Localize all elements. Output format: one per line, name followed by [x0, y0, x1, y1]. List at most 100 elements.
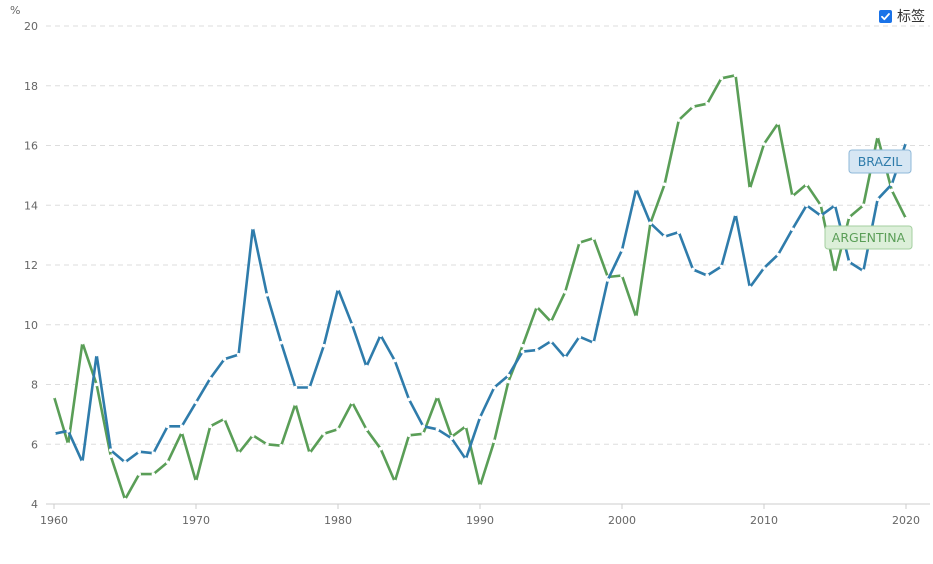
- data-point-brazil[interactable]: [506, 373, 511, 378]
- data-point-argentina[interactable]: [251, 433, 255, 438]
- data-point-argentina[interactable]: [790, 194, 795, 199]
- data-point-argentina[interactable]: [222, 417, 227, 421]
- data-point-brazil[interactable]: [776, 252, 780, 257]
- data-point-brazil[interactable]: [648, 221, 653, 225]
- data-point-brazil[interactable]: [109, 448, 113, 453]
- data-point-brazil[interactable]: [520, 349, 525, 354]
- data-point-brazil[interactable]: [677, 230, 681, 234]
- data-point-argentina[interactable]: [535, 305, 539, 309]
- data-point-brazil[interactable]: [535, 348, 539, 352]
- data-point-brazil[interactable]: [847, 260, 851, 264]
- data-point-brazil[interactable]: [904, 140, 908, 145]
- data-point-argentina[interactable]: [875, 134, 880, 139]
- data-point-argentina[interactable]: [577, 240, 582, 245]
- data-point-argentina[interactable]: [435, 394, 440, 399]
- data-point-brazil[interactable]: [691, 267, 695, 272]
- data-point-brazil[interactable]: [719, 264, 724, 269]
- data-point-brazil[interactable]: [790, 227, 795, 231]
- data-point-brazil[interactable]: [222, 357, 227, 361]
- data-point-argentina[interactable]: [819, 203, 823, 208]
- data-point-argentina[interactable]: [236, 451, 241, 456]
- data-point-brazil[interactable]: [165, 424, 170, 429]
- data-point-brazil[interactable]: [322, 343, 326, 348]
- data-point-brazil[interactable]: [364, 364, 369, 369]
- data-point-argentina[interactable]: [804, 182, 809, 187]
- data-point-brazil[interactable]: [478, 415, 482, 420]
- data-point-brazil[interactable]: [762, 266, 766, 270]
- data-point-brazil[interactable]: [449, 436, 454, 441]
- series-line-argentina[interactable]: [52, 74, 908, 501]
- data-point-brazil[interactable]: [492, 385, 497, 390]
- data-point-brazil[interactable]: [890, 182, 894, 187]
- data-point-brazil[interactable]: [591, 340, 596, 345]
- data-point-argentina[interactable]: [307, 451, 312, 456]
- data-point-argentina[interactable]: [421, 431, 426, 436]
- data-point-argentina[interactable]: [279, 443, 284, 448]
- data-point-argentina[interactable]: [393, 479, 397, 484]
- data-point-brazil[interactable]: [307, 385, 312, 390]
- data-point-brazil[interactable]: [194, 400, 198, 405]
- data-point-brazil[interactable]: [606, 278, 610, 282]
- data-point-argentina[interactable]: [890, 188, 894, 193]
- data-point-brazil[interactable]: [378, 333, 383, 338]
- data-point-brazil[interactable]: [733, 212, 738, 217]
- data-point-brazil[interactable]: [94, 352, 99, 357]
- data-point-argentina[interactable]: [776, 121, 780, 125]
- data-point-argentina[interactable]: [691, 104, 695, 109]
- data-point-brazil[interactable]: [407, 397, 411, 402]
- data-point-brazil[interactable]: [151, 451, 156, 456]
- data-point-brazil[interactable]: [279, 340, 284, 345]
- data-point-argentina[interactable]: [705, 101, 709, 106]
- data-point-brazil[interactable]: [435, 427, 440, 432]
- series-line-brazil[interactable]: [52, 141, 908, 464]
- data-point-argentina[interactable]: [123, 497, 127, 502]
- data-point-argentina[interactable]: [151, 472, 156, 476]
- data-point-argentina[interactable]: [762, 142, 766, 146]
- data-point-argentina[interactable]: [165, 460, 170, 464]
- data-point-brazil[interactable]: [180, 424, 184, 429]
- data-point-argentina[interactable]: [591, 236, 596, 240]
- data-point-argentina[interactable]: [364, 427, 369, 432]
- data-point-argentina[interactable]: [407, 433, 411, 438]
- data-point-argentina[interactable]: [748, 187, 752, 191]
- data-point-brazil[interactable]: [819, 213, 823, 218]
- data-point-argentina[interactable]: [833, 270, 837, 275]
- data-point-brazil[interactable]: [123, 460, 127, 464]
- data-point-brazil[interactable]: [137, 449, 141, 454]
- data-point-brazil[interactable]: [293, 385, 298, 390]
- labels-checkbox[interactable]: [879, 9, 892, 23]
- data-point-argentina[interactable]: [563, 290, 567, 294]
- data-point-argentina[interactable]: [464, 424, 468, 429]
- data-point-argentina[interactable]: [52, 394, 56, 399]
- data-point-argentina[interactable]: [80, 340, 85, 345]
- data-point-brazil[interactable]: [577, 334, 582, 339]
- data-point-brazil[interactable]: [421, 424, 426, 429]
- data-point-argentina[interactable]: [506, 379, 511, 384]
- data-point-brazil[interactable]: [620, 248, 624, 252]
- data-point-argentina[interactable]: [733, 73, 738, 78]
- data-point-argentina[interactable]: [180, 430, 184, 435]
- data-point-argentina[interactable]: [662, 182, 667, 187]
- data-point-brazil[interactable]: [208, 376, 212, 381]
- data-point-argentina[interactable]: [137, 472, 141, 476]
- data-point-brazil[interactable]: [861, 269, 866, 273]
- data-point-argentina[interactable]: [336, 427, 340, 432]
- data-point-brazil[interactable]: [662, 234, 667, 239]
- data-point-brazil[interactable]: [833, 203, 837, 208]
- data-point-argentina[interactable]: [847, 215, 851, 219]
- data-point-argentina[interactable]: [904, 216, 908, 221]
- data-point-argentina[interactable]: [520, 343, 525, 348]
- data-point-argentina[interactable]: [293, 402, 298, 406]
- data-point-brazil[interactable]: [236, 352, 241, 357]
- labels-toggle[interactable]: 标签: [879, 6, 925, 26]
- data-point-brazil[interactable]: [52, 431, 56, 436]
- data-point-brazil[interactable]: [350, 322, 355, 327]
- data-point-argentina[interactable]: [677, 118, 681, 122]
- data-point-argentina[interactable]: [549, 319, 553, 324]
- data-point-brazil[interactable]: [66, 429, 70, 433]
- data-point-brazil[interactable]: [748, 285, 752, 290]
- data-point-brazil[interactable]: [804, 203, 809, 208]
- data-point-argentina[interactable]: [378, 446, 383, 451]
- data-point-argentina[interactable]: [66, 442, 70, 447]
- data-point-brazil[interactable]: [549, 339, 553, 343]
